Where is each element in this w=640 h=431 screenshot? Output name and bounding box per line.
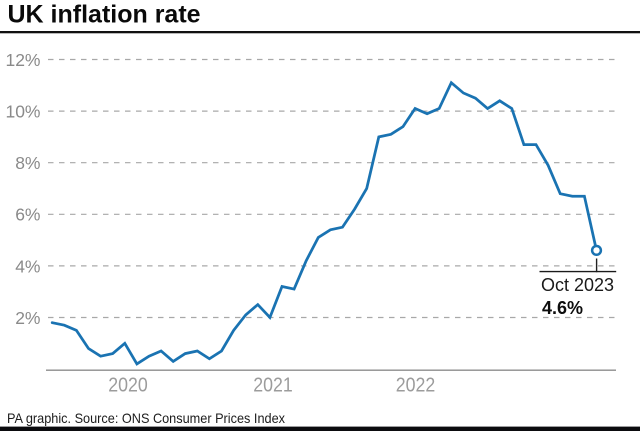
svg-text:UK inflation rate: UK inflation rate xyxy=(8,1,201,29)
svg-text:2022: 2022 xyxy=(396,374,436,396)
svg-text:6%: 6% xyxy=(15,205,40,225)
svg-text:12%: 12% xyxy=(5,50,40,70)
svg-text:2020: 2020 xyxy=(108,374,148,396)
svg-text:2021: 2021 xyxy=(253,374,293,396)
svg-text:10%: 10% xyxy=(5,102,40,122)
svg-text:2%: 2% xyxy=(15,308,40,328)
svg-text:8%: 8% xyxy=(15,153,40,173)
svg-text:4.6%: 4.6% xyxy=(542,298,583,318)
svg-text:4%: 4% xyxy=(15,256,40,276)
svg-text:Oct 2023: Oct 2023 xyxy=(541,275,614,295)
svg-text:PA graphic. Source: ONS Consum: PA graphic. Source: ONS Consumer Prices … xyxy=(7,410,285,426)
